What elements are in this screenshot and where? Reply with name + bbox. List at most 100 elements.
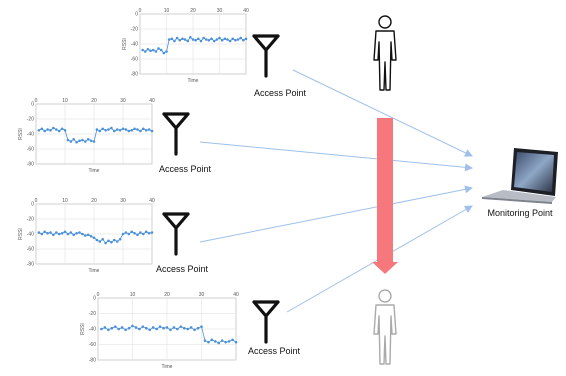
data-point [89,139,93,143]
data-point [110,126,113,130]
data-point [200,325,203,328]
data-point [63,230,67,234]
data-point [142,127,145,131]
data-point [86,137,90,141]
x-tick-label: 10 [164,8,170,14]
y-tick-label: -80 [89,358,96,364]
data-point [220,339,224,342]
y-tick-label: -40 [27,132,34,138]
data-point [141,325,145,328]
access-point-label: Access Point [156,264,209,274]
data-point [86,233,90,237]
y-tick-label: 0 [31,102,34,108]
y-tick-label: -40 [27,232,34,238]
data-point [202,36,205,40]
data-point [92,236,96,240]
y-tick-label: -20 [27,117,34,123]
data-point [191,38,195,41]
data-point [43,129,46,133]
data-point [234,38,237,42]
data-point [84,234,87,237]
data-point [84,140,87,143]
data-point [37,128,41,132]
x-tick-label: 30 [217,8,223,14]
y-tick-label: 0 [135,12,138,18]
data-point [189,35,192,39]
data-point [72,137,75,141]
data-point [147,231,151,235]
data-point [37,231,41,234]
data-point [115,128,119,131]
data-point [60,127,64,131]
x-tick-label: 10 [62,198,68,204]
data-point [95,128,99,131]
data-point [155,327,158,331]
y-tick-label: -80 [131,72,138,78]
x-tick-label: 40 [233,292,239,298]
data-point [63,128,67,132]
data-point [131,324,134,328]
data-point [239,36,242,40]
y-tick-label: -60 [27,147,34,153]
data-point [151,48,155,52]
data-point [124,128,128,131]
y-tick-label: -60 [27,247,34,253]
data-point [124,231,128,234]
rssi-chart-2: 0 10 20 30 40 0 -20 -40 -60 -80 Time RSSI [18,98,155,174]
person-icon-bottom [373,289,397,365]
antenna-icon [162,212,190,256]
data-point [181,37,184,41]
movement-arrow [372,118,398,274]
x-tick-label: 30 [120,98,126,104]
rssi-chart-1: 0 10 20 30 40 0 -20 -40 -60 -80 Time RSSI [122,8,249,84]
y-tick-label: -60 [89,342,96,348]
data-point [162,51,166,55]
data-point [40,232,44,236]
person-icon-top [373,15,397,91]
signal-link-2 [199,141,473,172]
x-tick-label: 20 [91,98,97,104]
data-point [118,237,122,241]
x-axis-label: Time [188,78,199,84]
data-point [167,38,171,41]
signal-link-1 [292,69,473,157]
data-point [154,50,158,53]
data-point [227,340,231,343]
data-point [203,339,207,342]
data-point [147,128,151,131]
y-axis-label: RSSI [122,38,128,50]
data-point [104,128,107,132]
data-point [157,47,160,50]
data-point [210,37,213,41]
data-point [81,138,84,142]
data-point [236,38,240,41]
data-point [55,128,58,131]
data-point [207,340,210,344]
data-point [134,326,138,329]
x-tick-label: 30 [199,292,205,298]
data-point [75,231,78,235]
data-point [159,48,163,52]
signal-links [199,69,473,313]
data-point [196,326,200,330]
x-tick-label: 0 [35,98,38,104]
y-axis-label: RSSI [18,228,24,240]
data-point [210,338,214,342]
data-point [75,140,78,144]
x-tick-label: 0 [139,8,142,14]
data-point [69,231,73,234]
series-line [38,127,153,143]
data-point [49,128,52,132]
data-point [179,325,183,328]
y-tick-label: -20 [131,27,138,33]
data-point [117,327,120,331]
x-axis-label: Time [89,268,100,274]
data-point [145,326,148,330]
y-axis-label: RSSI [80,323,86,335]
data-point [66,232,70,236]
data-point [113,238,116,242]
y-tick-label: 0 [31,202,34,208]
signal-link-3 [199,185,473,243]
data-point [101,127,104,131]
